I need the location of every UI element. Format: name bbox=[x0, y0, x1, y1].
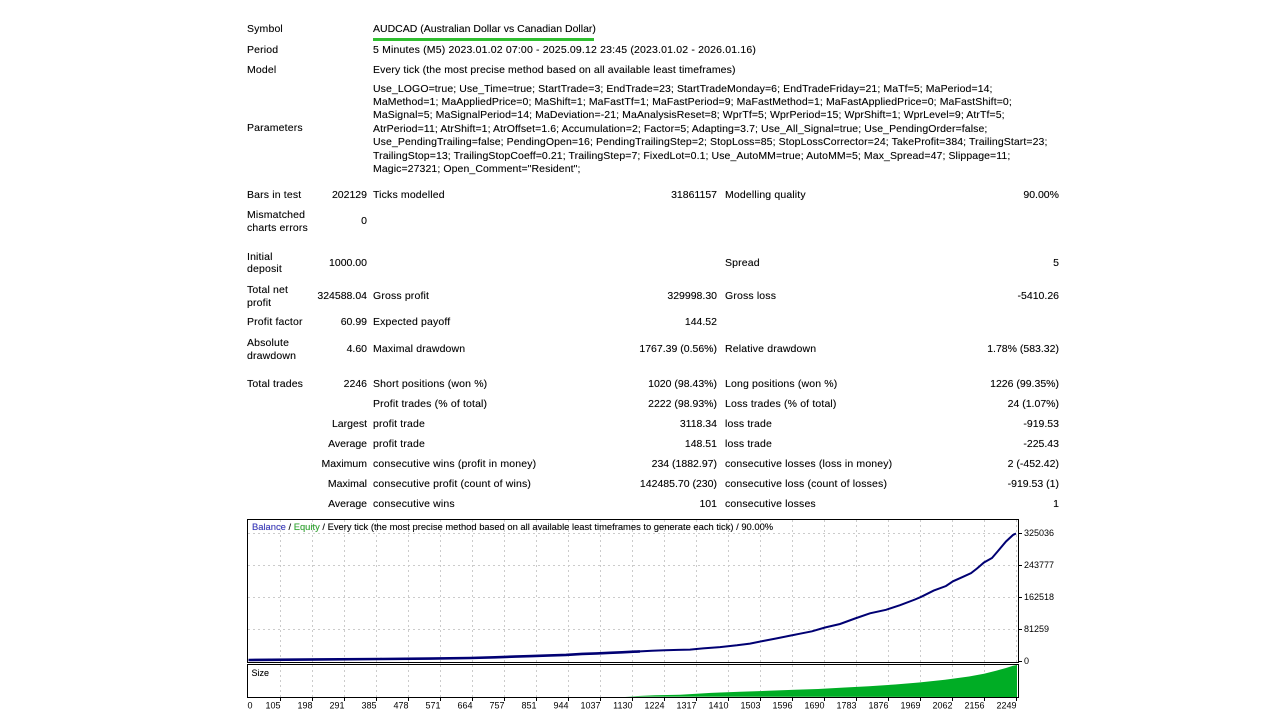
svg-text:851: 851 bbox=[521, 701, 536, 711]
svg-text:1037: 1037 bbox=[580, 701, 600, 711]
svg-text:1410: 1410 bbox=[708, 701, 728, 711]
svg-text:0: 0 bbox=[1024, 656, 1029, 666]
svg-text:198: 198 bbox=[297, 701, 312, 711]
svg-text:2249: 2249 bbox=[996, 701, 1016, 711]
svg-text:1969: 1969 bbox=[900, 701, 920, 711]
svg-text:1130: 1130 bbox=[613, 701, 632, 711]
svg-text:162518: 162518 bbox=[1024, 592, 1054, 602]
svg-text:81259: 81259 bbox=[1024, 624, 1049, 634]
svg-text:1317: 1317 bbox=[676, 701, 696, 711]
svg-text:664: 664 bbox=[457, 701, 472, 711]
svg-text:385: 385 bbox=[361, 701, 376, 711]
svg-text:1876: 1876 bbox=[868, 701, 888, 711]
svg-text:243777: 243777 bbox=[1024, 560, 1054, 570]
svg-text:757: 757 bbox=[489, 701, 504, 711]
svg-text:1783: 1783 bbox=[836, 701, 856, 711]
svg-text:478: 478 bbox=[393, 701, 408, 711]
svg-text:571: 571 bbox=[425, 701, 440, 711]
svg-text:944: 944 bbox=[553, 701, 568, 711]
svg-text:1690: 1690 bbox=[804, 701, 824, 711]
svg-text:0: 0 bbox=[248, 701, 253, 711]
svg-text:1224: 1224 bbox=[644, 701, 664, 711]
svg-text:2156: 2156 bbox=[964, 701, 984, 711]
svg-text:2062: 2062 bbox=[932, 701, 952, 711]
svg-text:1503: 1503 bbox=[740, 701, 760, 711]
svg-text:105: 105 bbox=[265, 701, 280, 711]
svg-text:291: 291 bbox=[329, 701, 344, 711]
svg-text:1596: 1596 bbox=[772, 701, 792, 711]
svg-text:325036: 325036 bbox=[1024, 528, 1054, 538]
